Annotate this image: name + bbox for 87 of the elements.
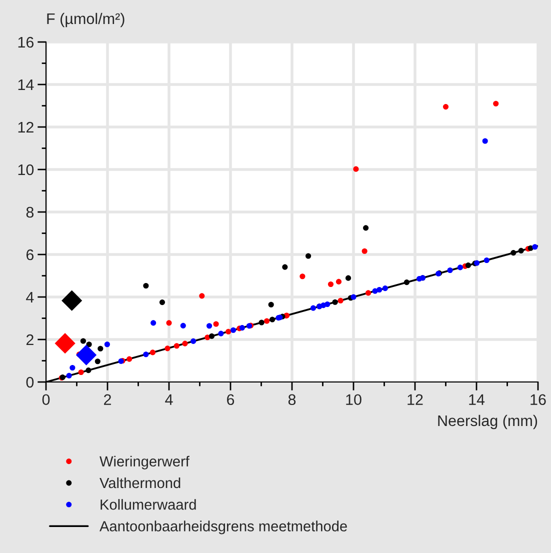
legend-label: Wieringerwerf [100, 456, 190, 470]
y-tick-label: 2 [26, 334, 34, 346]
point [258, 320, 264, 326]
point [182, 340, 188, 346]
y-tick-label: 16 [18, 36, 34, 48]
point [70, 364, 76, 371]
y-tick-label: 6 [26, 249, 34, 260]
x-tick-label: 6 [227, 394, 234, 406]
x-tick-label: 8 [288, 394, 296, 406]
point [54, 333, 76, 354]
point [350, 294, 356, 300]
point [213, 321, 219, 327]
x-tick-label: 2 [104, 394, 111, 405]
y-axis-title: F (µmol/m²) [47, 12, 124, 28]
point [159, 300, 166, 306]
point [126, 356, 132, 362]
y-tick-label: 0 [26, 376, 34, 388]
point [382, 286, 388, 292]
point [166, 320, 172, 326]
point [310, 305, 316, 311]
point [332, 299, 338, 305]
point [66, 372, 72, 378]
point [353, 166, 359, 172]
point [62, 290, 82, 311]
x-tick-label: 10 [346, 394, 362, 406]
x-tick-label: 16 [530, 394, 546, 406]
y-tick-label: 4 [26, 292, 34, 303]
point [300, 274, 306, 280]
point [94, 358, 100, 364]
point [264, 318, 270, 324]
legend-label: Aantoonbaarheidsgrens meetmethode [100, 520, 347, 534]
point [239, 325, 245, 331]
point [510, 250, 516, 256]
point [150, 350, 156, 356]
point [324, 301, 330, 308]
point [457, 264, 463, 270]
point [362, 248, 368, 254]
point [206, 323, 212, 329]
point [345, 275, 352, 281]
legend-label: Kollumerwaard [100, 499, 196, 510]
point [143, 282, 149, 289]
point [174, 343, 180, 349]
y-tick-label: 8 [26, 206, 34, 218]
point [336, 278, 342, 284]
x-tick-label: 4 [165, 394, 173, 405]
point [282, 264, 288, 270]
x-tick-label: 14 [469, 394, 485, 405]
point [104, 342, 110, 348]
point [376, 286, 382, 293]
point [442, 104, 449, 110]
y-tick-label: 12 [18, 122, 34, 133]
x-axis-title: Neerslag (mm) [438, 414, 538, 430]
point [270, 316, 276, 322]
point [482, 138, 488, 144]
point [404, 280, 410, 286]
point [98, 346, 104, 352]
point [532, 244, 538, 250]
point [230, 327, 236, 333]
x-tick-label: 0 [42, 394, 50, 406]
y-tick-label: 10 [18, 164, 34, 176]
point [78, 369, 84, 376]
point [86, 368, 92, 374]
legend-label: Valthermond [100, 477, 180, 488]
point [199, 293, 205, 299]
y-tick-label: 14 [18, 80, 34, 90]
point [365, 290, 372, 296]
point [190, 338, 196, 344]
point [218, 330, 224, 336]
point [328, 281, 334, 288]
point [180, 322, 186, 328]
point [306, 253, 312, 259]
point [208, 333, 215, 339]
point [268, 302, 274, 308]
point [518, 248, 524, 254]
point [465, 262, 471, 268]
point [493, 100, 499, 106]
point [143, 352, 149, 358]
point [76, 344, 97, 366]
point [164, 346, 170, 352]
point [447, 267, 453, 274]
x-tick-label: 12 [408, 394, 423, 405]
point [484, 257, 490, 264]
point [338, 298, 344, 304]
point [80, 338, 86, 344]
point [226, 328, 232, 334]
point [150, 320, 156, 326]
point [363, 225, 369, 231]
